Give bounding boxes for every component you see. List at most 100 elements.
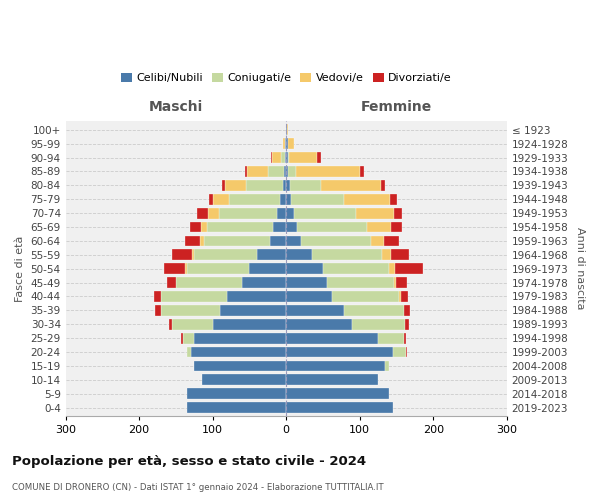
Bar xyxy=(391,222,401,232)
Bar xyxy=(290,180,321,191)
Bar xyxy=(286,180,290,191)
Bar xyxy=(190,222,201,232)
Bar xyxy=(382,250,391,260)
Bar xyxy=(289,152,317,163)
Bar xyxy=(344,305,404,316)
Bar xyxy=(286,319,352,330)
Bar xyxy=(297,222,367,232)
Bar xyxy=(287,124,289,135)
Bar xyxy=(326,277,394,288)
Bar xyxy=(384,236,398,246)
Bar xyxy=(242,277,286,288)
Bar xyxy=(212,194,229,204)
Text: COMUNE DI DRONERO (CN) - Dati ISTAT 1° gennaio 2024 - Elaborazione TUTTITALIA.IT: COMUNE DI DRONERO (CN) - Dati ISTAT 1° g… xyxy=(12,482,383,492)
Bar xyxy=(406,346,407,358)
Bar xyxy=(272,152,281,163)
Bar xyxy=(286,360,385,372)
Bar xyxy=(287,152,289,163)
Bar xyxy=(292,194,344,204)
Bar xyxy=(161,291,227,302)
Bar xyxy=(301,236,371,246)
Bar xyxy=(286,250,312,260)
Bar xyxy=(172,319,212,330)
Bar xyxy=(218,208,277,218)
Bar xyxy=(187,346,191,358)
Text: Femmine: Femmine xyxy=(361,100,432,114)
Bar xyxy=(197,208,208,218)
Bar xyxy=(344,194,390,204)
Bar xyxy=(154,291,161,302)
Bar xyxy=(312,250,382,260)
Bar xyxy=(207,222,273,232)
Bar xyxy=(204,236,270,246)
Bar xyxy=(246,180,283,191)
Bar xyxy=(289,166,296,177)
Bar xyxy=(285,138,286,149)
Bar xyxy=(192,250,194,260)
Bar xyxy=(208,208,218,218)
Bar xyxy=(200,236,204,246)
Bar xyxy=(296,166,361,177)
Bar xyxy=(323,264,389,274)
Bar xyxy=(286,264,323,274)
Bar xyxy=(225,180,246,191)
Bar xyxy=(356,208,394,218)
Bar xyxy=(221,180,225,191)
Bar xyxy=(270,236,286,246)
Bar xyxy=(185,236,200,246)
Bar xyxy=(212,319,286,330)
Bar xyxy=(286,152,287,163)
Bar xyxy=(352,319,405,330)
Bar xyxy=(286,194,292,204)
Bar xyxy=(281,152,285,163)
Bar xyxy=(367,222,391,232)
Bar xyxy=(321,180,381,191)
Bar xyxy=(286,166,289,177)
Text: Popolazione per età, sesso e stato civile - 2024: Popolazione per età, sesso e stato civil… xyxy=(12,455,366,468)
Bar xyxy=(187,388,286,399)
Bar xyxy=(161,305,220,316)
Bar xyxy=(390,194,397,204)
Bar xyxy=(389,264,395,274)
Bar xyxy=(332,291,400,302)
Bar xyxy=(268,166,284,177)
Bar xyxy=(220,305,286,316)
Bar xyxy=(405,319,409,330)
Bar xyxy=(185,264,187,274)
Bar xyxy=(283,138,285,149)
Bar xyxy=(286,388,389,399)
Bar xyxy=(257,250,286,260)
Bar xyxy=(277,208,286,218)
Bar xyxy=(250,264,286,274)
Bar xyxy=(167,277,176,288)
Bar xyxy=(287,138,293,149)
Bar xyxy=(286,277,326,288)
Bar xyxy=(187,264,250,274)
Bar xyxy=(404,333,406,344)
Bar xyxy=(397,277,407,288)
Bar xyxy=(286,208,293,218)
Bar xyxy=(286,291,332,302)
Bar xyxy=(271,152,272,163)
Bar xyxy=(394,208,401,218)
Y-axis label: Fasce di età: Fasce di età xyxy=(15,236,25,302)
Bar xyxy=(401,291,408,302)
Bar xyxy=(285,152,286,163)
Bar xyxy=(247,166,268,177)
Bar xyxy=(286,402,393,413)
Bar xyxy=(286,346,393,358)
Bar xyxy=(194,360,286,372)
Text: Maschi: Maschi xyxy=(149,100,203,114)
Bar xyxy=(378,333,404,344)
Bar xyxy=(381,180,385,191)
Bar xyxy=(286,236,301,246)
Bar xyxy=(286,305,344,316)
Bar xyxy=(286,222,297,232)
Bar xyxy=(394,277,397,288)
Bar xyxy=(284,166,286,177)
Bar xyxy=(361,166,364,177)
Bar xyxy=(191,346,286,358)
Bar xyxy=(169,319,172,330)
Bar xyxy=(201,222,207,232)
Bar xyxy=(317,152,321,163)
